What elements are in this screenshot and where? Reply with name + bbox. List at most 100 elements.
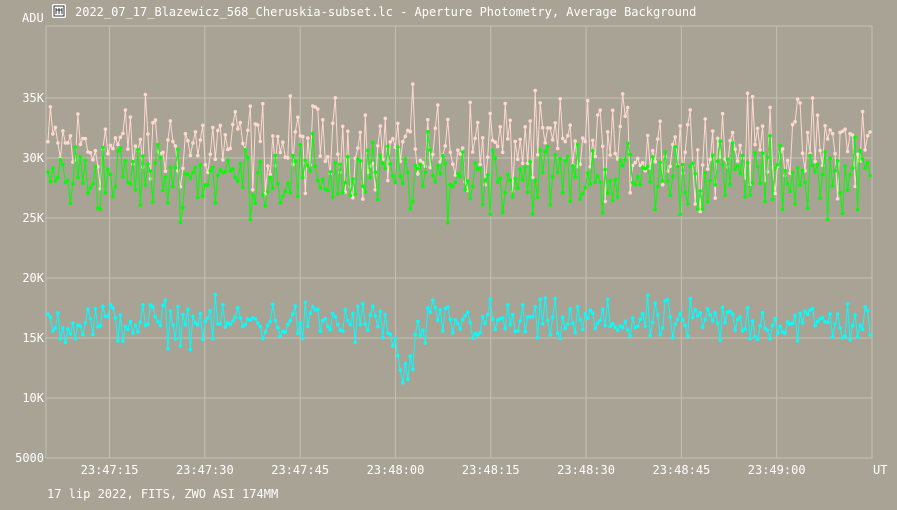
data-point: [588, 308, 592, 312]
data-point: [146, 162, 150, 166]
data-point: [618, 124, 622, 129]
data-point: [788, 189, 792, 193]
data-point: [238, 120, 243, 125]
data-point: [695, 207, 700, 211]
data-point: [383, 116, 388, 121]
data-point: [478, 330, 483, 335]
data-point: [268, 172, 273, 177]
data-point: [393, 336, 398, 341]
data-point: [78, 154, 83, 159]
data-point: [855, 207, 860, 212]
data-point: [583, 185, 587, 190]
data-point: [406, 377, 410, 382]
data-point: [208, 169, 213, 173]
data-point: [640, 161, 645, 165]
data-point: [153, 118, 158, 122]
data-point: [713, 310, 717, 315]
y-tick-label: 20K: [22, 271, 44, 285]
data-point: [670, 335, 675, 340]
data-point: [610, 108, 615, 113]
data-point: [191, 170, 195, 175]
data-point: [258, 324, 263, 329]
data-point: [443, 161, 448, 166]
data-point: [700, 325, 705, 329]
data-point: [780, 147, 785, 151]
data-point: [388, 162, 393, 166]
data-point: [528, 160, 532, 164]
data-point: [810, 306, 815, 311]
data-point: [603, 167, 607, 172]
data-point: [236, 305, 240, 310]
data-point: [368, 175, 373, 180]
data-point: [730, 141, 735, 145]
data-point: [613, 177, 617, 182]
data-point: [116, 142, 120, 147]
data-point: [376, 197, 380, 202]
data-point: [615, 195, 620, 199]
data-point: [231, 167, 235, 171]
data-point: [426, 117, 430, 122]
data-point: [778, 143, 782, 148]
data-point: [48, 179, 53, 184]
data-point: [226, 158, 230, 162]
data-point: [291, 162, 295, 167]
data-point: [53, 179, 58, 183]
data-point: [161, 150, 165, 155]
data-point: [438, 160, 443, 164]
data-point: [426, 130, 430, 134]
data-point: [523, 165, 527, 169]
data-point: [758, 148, 762, 152]
data-point: [63, 141, 68, 145]
data-point: [805, 130, 810, 135]
data-point: [640, 312, 645, 316]
data-point: [71, 181, 75, 186]
data-point: [755, 337, 760, 342]
data-point: [745, 160, 750, 165]
data-point: [118, 135, 123, 140]
data-point: [103, 127, 108, 131]
data-point: [198, 138, 203, 142]
title-bar: 2022_07_17_Blazewicz_568_Cheruskia-subse…: [0, 0, 897, 24]
data-point: [758, 324, 762, 328]
data-point: [431, 152, 435, 157]
data-point: [321, 118, 325, 122]
data-point: [563, 326, 567, 331]
data-point: [211, 336, 215, 341]
data-point: [361, 184, 365, 189]
data-point: [868, 333, 872, 337]
data-point: [850, 133, 855, 137]
data-point: [650, 148, 655, 153]
data-point: [560, 315, 565, 320]
data-point: [316, 307, 320, 312]
data-point: [833, 168, 837, 173]
data-point: [748, 336, 752, 341]
data-point: [278, 150, 283, 155]
data-point: [613, 151, 617, 156]
data-point: [183, 131, 188, 136]
data-point: [638, 163, 642, 168]
data-point: [715, 321, 720, 325]
data-point: [730, 130, 735, 135]
data-point: [750, 94, 755, 99]
data-point: [598, 180, 602, 184]
data-point: [373, 188, 378, 192]
data-point: [391, 344, 395, 349]
data-point: [828, 128, 832, 132]
data-point: [573, 331, 577, 335]
data-point: [413, 332, 418, 337]
data-point: [710, 319, 715, 323]
data-point: [573, 175, 577, 179]
data-point: [543, 296, 547, 301]
data-point: [473, 161, 478, 165]
data-point: [48, 105, 53, 109]
data-point: [276, 325, 280, 330]
data-point: [648, 180, 652, 184]
window-title: 2022_07_17_Blazewicz_568_Cheruskia-subse…: [75, 5, 697, 19]
data-point: [828, 156, 832, 160]
lightcurve-app-icon[interactable]: [52, 4, 66, 18]
data-point: [133, 323, 138, 327]
data-point: [166, 201, 170, 205]
data-point: [441, 329, 445, 333]
data-point: [490, 148, 495, 153]
